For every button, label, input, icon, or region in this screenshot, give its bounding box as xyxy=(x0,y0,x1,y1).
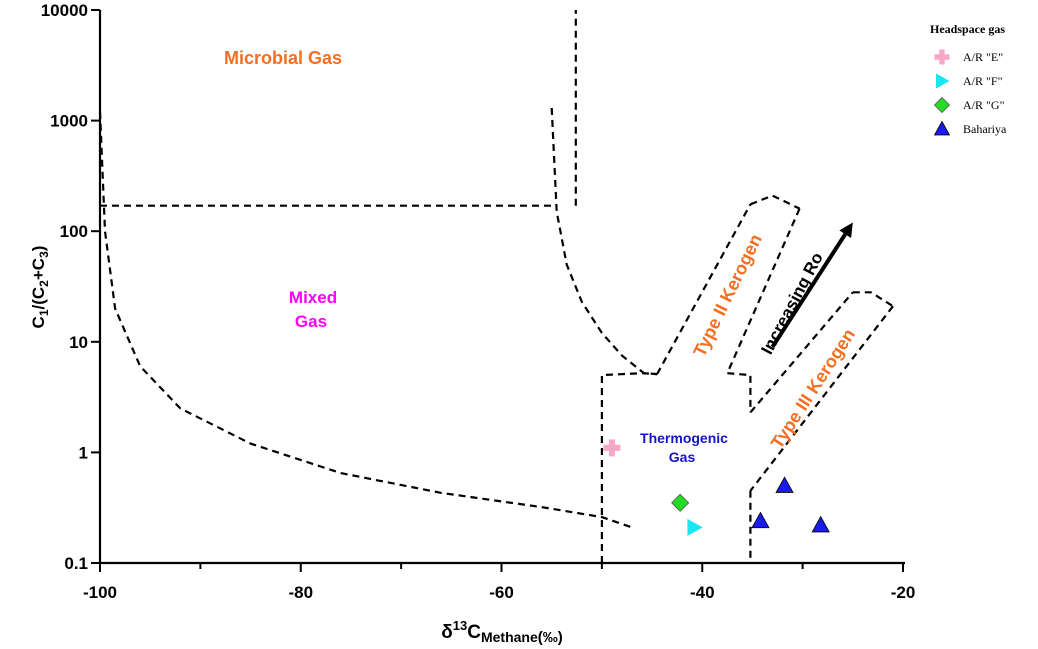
arrow-head xyxy=(839,222,853,239)
x-tick-label: -40 xyxy=(690,583,715,602)
boundary-type3-right xyxy=(749,305,894,492)
boundary-type2-left xyxy=(656,203,752,375)
y-tick-label: 10000 xyxy=(41,1,88,20)
x-tick-label: -80 xyxy=(288,583,313,602)
boundary-mixed-left-curve xyxy=(98,111,633,529)
x-tick-label: -20 xyxy=(891,583,916,602)
boundary-type2-top xyxy=(749,194,801,210)
mixed-gas-label-line1: Mixed xyxy=(289,288,337,307)
legend-marker-triangle-up xyxy=(933,120,951,136)
increasing-ro-arrow xyxy=(770,222,853,348)
legend-marker-diamond xyxy=(933,96,951,114)
data-point-triangle-right xyxy=(687,518,703,536)
y-tick-label: 1000 xyxy=(50,112,88,131)
x-tick-label: -60 xyxy=(489,583,514,602)
data-point-triangle-up xyxy=(811,515,830,533)
legend-label: Bahariya xyxy=(963,122,1007,136)
axis-ticks: -100 -80 -60 -40 -20 0.1 1 10 100 1000 10000 xyxy=(41,1,916,602)
boundary-mixed-right-curve xyxy=(550,107,658,376)
legend-label: A/R "E" xyxy=(963,50,1003,64)
region-boundaries xyxy=(98,10,894,563)
data-points xyxy=(603,439,830,536)
boundary-type3-left xyxy=(749,291,854,414)
y-tick-label: 0.1 xyxy=(64,554,88,573)
legend: Headspace gas A/R "E" A/R "F" A/R "G" Bahar… xyxy=(930,22,1007,136)
microbial-gas-label: Microbial Gas xyxy=(224,48,342,68)
legend-label: A/R "F" xyxy=(963,74,1003,88)
legend-title: Headspace gas xyxy=(930,22,1005,36)
increasing-ro-label: Increasing Ro xyxy=(757,249,827,357)
data-point-diamond xyxy=(671,493,690,512)
legend-marker-cross xyxy=(934,49,950,65)
boundary-type2-right xyxy=(726,208,801,374)
y-tick-label: 1 xyxy=(79,443,88,462)
legend-label: A/R "G" xyxy=(963,98,1005,112)
thermogenic-gas-label-line1: Thermogenic xyxy=(640,430,728,446)
y-tick-label: 10 xyxy=(69,333,88,352)
boundary-thermogenic-left xyxy=(600,372,658,563)
boundary-thermogenic-right-top xyxy=(727,372,752,413)
y-axis-title: C1/(C2+C3) xyxy=(29,246,51,329)
boundary-type3-top xyxy=(852,291,894,308)
data-point-triangle-up xyxy=(775,476,794,493)
arrow-shaft xyxy=(770,233,847,348)
data-point-cross xyxy=(603,439,621,457)
data-point-triangle-up xyxy=(751,511,770,529)
legend-marker-triangle-right xyxy=(936,73,950,89)
x-tick-label: -100 xyxy=(83,583,117,602)
thermogenic-gas-label-line2: Gas xyxy=(669,449,696,465)
mixed-gas-label-line2: Gas xyxy=(295,312,327,331)
y-tick-label: 100 xyxy=(60,222,88,241)
x-axis-title: δ13CMethane(‰) xyxy=(441,618,563,646)
